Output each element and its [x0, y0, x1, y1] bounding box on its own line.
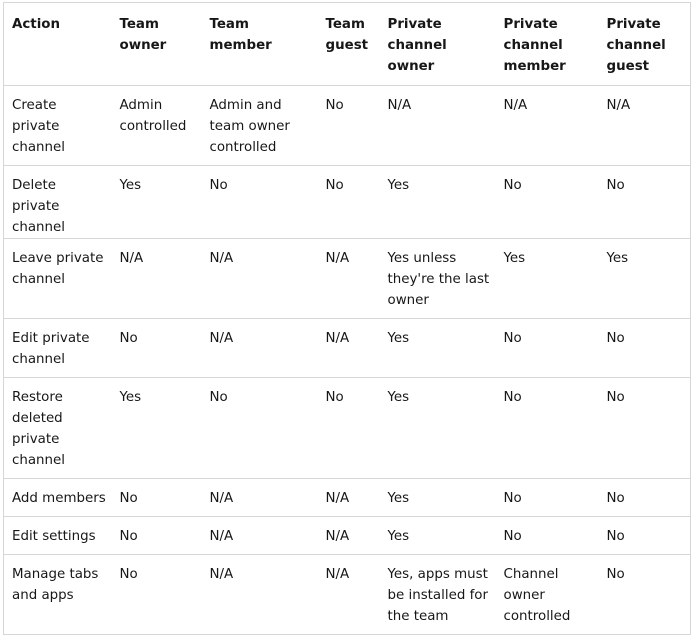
- table-row: Add members No N/A N/A Yes No No: [3, 478, 691, 517]
- table-cell: Edit settings: [3, 516, 112, 555]
- table-cell: No: [111, 554, 202, 635]
- column-header: Private channel guest: [598, 2, 691, 86]
- table-cell: Channel owner controlled: [495, 554, 599, 635]
- table-cell: N/A: [598, 85, 691, 166]
- table-row: Delete private channel Yes No No Yes No …: [3, 165, 691, 239]
- table-cell: No: [598, 165, 691, 239]
- column-header: Private channel owner: [379, 2, 496, 86]
- table-cell: Yes: [598, 238, 691, 319]
- table-cell: No: [201, 377, 318, 479]
- table-cell: Delete private channel: [3, 165, 112, 239]
- table-cell: Yes: [379, 478, 496, 517]
- table-cell: No: [317, 165, 380, 239]
- table-cell: Yes unless they're the last owner: [379, 238, 496, 319]
- table-cell: N/A: [201, 478, 318, 517]
- table-cell: No: [598, 478, 691, 517]
- table-cell: Create private channel: [3, 85, 112, 166]
- table-cell: N/A: [317, 238, 380, 319]
- table-cell: Yes: [379, 377, 496, 479]
- column-header: Action: [3, 2, 112, 86]
- table-cell: Yes: [495, 238, 599, 319]
- table-cell: Yes: [379, 516, 496, 555]
- table-cell: No: [111, 318, 202, 378]
- table-cell: N/A: [495, 85, 599, 166]
- table-cell: Yes: [379, 165, 496, 239]
- table-cell: N/A: [201, 554, 318, 635]
- table-cell: Add members: [3, 478, 112, 517]
- table-cell: Edit private channel: [3, 318, 112, 378]
- table-row: Manage tabs and apps No N/A N/A Yes, app…: [3, 554, 691, 635]
- table-cell: N/A: [317, 478, 380, 517]
- table-header-row: Action Team owner Team member Team guest…: [3, 2, 691, 86]
- table-cell: Admin and team owner controlled: [201, 85, 318, 166]
- column-header: Team owner: [111, 2, 202, 86]
- table-row: Edit private channel No N/A N/A Yes No N…: [3, 318, 691, 378]
- table-cell: N/A: [201, 516, 318, 555]
- table-cell: Admin controlled: [111, 85, 202, 166]
- table-row: Restore deleted private channel Yes No N…: [3, 377, 691, 479]
- table-cell: N/A: [379, 85, 496, 166]
- table-cell: No: [495, 516, 599, 555]
- table-cell: N/A: [201, 238, 318, 319]
- column-header: Private channel member: [495, 2, 599, 86]
- table-cell: No: [495, 478, 599, 517]
- table-cell: N/A: [201, 318, 318, 378]
- table-cell: N/A: [317, 318, 380, 378]
- column-header: Team member: [201, 2, 318, 86]
- table-cell: No: [598, 516, 691, 555]
- table-cell: No: [111, 478, 202, 517]
- table-cell: Yes: [111, 377, 202, 479]
- table-cell: No: [495, 318, 599, 378]
- table-row: Create private channel Admin controlled …: [3, 85, 691, 166]
- table-cell: No: [495, 165, 599, 239]
- table-cell: Yes, apps must be installed for the team: [379, 554, 496, 635]
- table-cell: No: [317, 377, 380, 479]
- table-cell: No: [201, 165, 318, 239]
- table-row: Edit settings No N/A N/A Yes No No: [3, 516, 691, 555]
- table-cell: No: [598, 554, 691, 635]
- table-row: Leave private channel N/A N/A N/A Yes un…: [3, 238, 691, 319]
- table-cell: No: [598, 377, 691, 479]
- table-cell: No: [598, 318, 691, 378]
- permissions-table: Action Team owner Team member Team guest…: [3, 2, 691, 635]
- table-cell: N/A: [111, 238, 202, 319]
- column-header: Team guest: [317, 2, 380, 86]
- table-cell: Yes: [111, 165, 202, 239]
- table-cell: No: [495, 377, 599, 479]
- table-cell: No: [317, 85, 380, 166]
- table-cell: N/A: [317, 516, 380, 555]
- table-cell: Manage tabs and apps: [3, 554, 112, 635]
- table-cell: No: [111, 516, 202, 555]
- table-cell: N/A: [317, 554, 380, 635]
- table-cell: Yes: [379, 318, 496, 378]
- table-cell: Restore deleted private channel: [3, 377, 112, 479]
- table-cell: Leave private channel: [3, 238, 112, 319]
